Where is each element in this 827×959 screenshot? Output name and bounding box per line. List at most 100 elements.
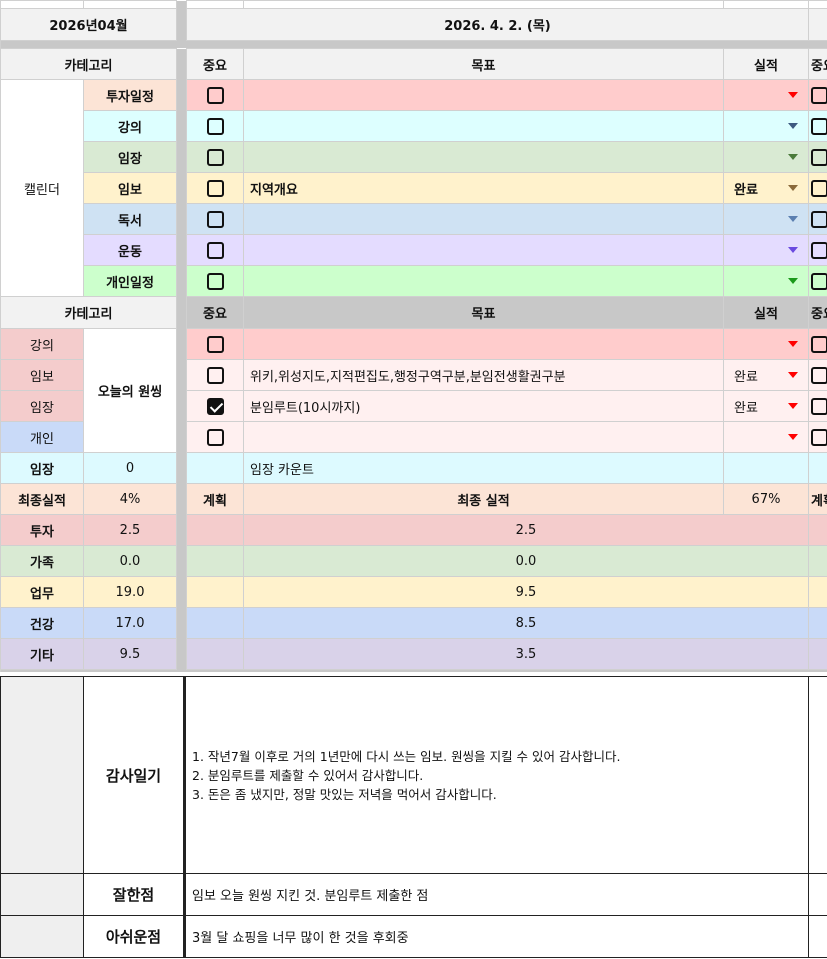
goal-input[interactable]	[243, 421, 724, 453]
onething-group-label: 오늘의 원씽	[83, 328, 177, 453]
next-checkbox[interactable]	[808, 390, 827, 422]
checkbox-icon[interactable]	[811, 210, 827, 228]
importance-checkbox[interactable]	[186, 141, 244, 173]
checkbox-icon[interactable]	[206, 179, 224, 197]
goal-input[interactable]	[243, 110, 724, 142]
goal-input[interactable]	[243, 265, 724, 297]
goal-input[interactable]	[243, 328, 724, 360]
empty-cell	[243, 0, 724, 9]
result-dropdown[interactable]: 완료	[723, 390, 809, 422]
next-checkbox[interactable]	[808, 265, 827, 297]
goal-input[interactable]: 지역개요	[243, 172, 724, 204]
empty-cell[interactable]	[808, 676, 827, 874]
checkbox-icon[interactable]	[811, 241, 827, 259]
result-dropdown[interactable]: 완료	[723, 172, 809, 204]
dropdown-arrow-icon[interactable]	[788, 154, 798, 160]
dropdown-arrow-icon[interactable]	[788, 247, 798, 253]
importance-checkbox[interactable]	[186, 390, 244, 422]
goal-header: 목표	[243, 296, 724, 329]
next-checkbox[interactable]	[808, 328, 827, 360]
checkbox-icon[interactable]	[811, 86, 827, 104]
importance-checkbox[interactable]	[186, 79, 244, 111]
dropdown-arrow-icon[interactable]	[788, 278, 798, 284]
checkbox-icon[interactable]	[206, 86, 224, 104]
importance-checkbox[interactable]	[186, 359, 244, 391]
result-dropdown[interactable]	[723, 265, 809, 297]
empty-cell	[808, 576, 827, 608]
next-checkbox[interactable]	[808, 141, 827, 173]
visit-goal[interactable]: 임장 카운트	[243, 452, 724, 484]
checkbox-icon[interactable]	[811, 272, 827, 290]
checkbox-icon[interactable]	[811, 428, 827, 446]
category-header: 카테고리	[0, 48, 177, 80]
score-final: 0.0	[243, 545, 809, 577]
checkbox-icon[interactable]	[206, 148, 224, 166]
result-dropdown[interactable]	[723, 141, 809, 173]
next-checkbox[interactable]	[808, 110, 827, 142]
checkbox-icon[interactable]	[206, 366, 224, 384]
dropdown-arrow-icon[interactable]	[788, 341, 798, 347]
next-checkbox[interactable]	[808, 359, 827, 391]
importance-checkbox[interactable]	[186, 328, 244, 360]
next-checkbox[interactable]	[808, 79, 827, 111]
checkbox-icon[interactable]	[206, 428, 224, 446]
category-label: 개인	[0, 421, 84, 453]
empty-cell[interactable]	[808, 873, 827, 916]
next-checkbox[interactable]	[808, 234, 827, 266]
result-dropdown[interactable]	[723, 79, 809, 111]
dropdown-arrow-icon[interactable]	[788, 185, 798, 191]
next-checkbox[interactable]	[808, 421, 827, 453]
dropdown-arrow-icon[interactable]	[788, 403, 798, 409]
next-checkbox[interactable]	[808, 172, 827, 204]
goal-input[interactable]: 위키,위성지도,지적편집도,행정구역구분,분임전생활권구분	[243, 359, 724, 391]
checkbox-icon[interactable]	[206, 117, 224, 135]
goal-input[interactable]	[243, 203, 724, 235]
checkbox-icon[interactable]	[811, 366, 827, 384]
result-dropdown[interactable]	[723, 110, 809, 142]
checkbox-icon[interactable]	[811, 397, 827, 415]
importance-checkbox[interactable]	[186, 172, 244, 204]
goal-input[interactable]	[243, 234, 724, 266]
empty-cell	[176, 0, 187, 9]
gratitude-text-cell[interactable]: 1. 작년7월 이후로 거의 1년만에 다시 쓰는 임보. 원씽을 지킬 수 있…	[183, 676, 809, 874]
goal-input[interactable]	[243, 79, 724, 111]
result-dropdown[interactable]	[723, 421, 809, 453]
checked-checkbox-icon[interactable]	[206, 397, 224, 415]
dropdown-arrow-icon[interactable]	[788, 92, 798, 98]
dropdown-arrow-icon[interactable]	[788, 434, 798, 440]
checkbox-icon[interactable]	[811, 335, 827, 353]
dropdown-arrow-icon[interactable]	[788, 372, 798, 378]
goal-input[interactable]: 분임루트(10시까지)	[243, 390, 724, 422]
importance-checkbox[interactable]	[186, 110, 244, 142]
importance-checkbox[interactable]	[186, 421, 244, 453]
checkbox-icon[interactable]	[206, 210, 224, 228]
importance-checkbox[interactable]	[186, 234, 244, 266]
result-dropdown[interactable]	[723, 234, 809, 266]
checkbox-icon[interactable]	[206, 272, 224, 290]
importance-checkbox[interactable]	[186, 265, 244, 297]
onething-header-row: 카테고리중요목표실적중요	[0, 296, 827, 329]
separator-row	[0, 40, 827, 49]
checkbox-icon[interactable]	[811, 117, 827, 135]
dropdown-arrow-icon[interactable]	[788, 216, 798, 222]
result-dropdown[interactable]	[723, 328, 809, 360]
importance-header-next: 중요	[808, 48, 827, 80]
checkbox-icon[interactable]	[811, 148, 827, 166]
result-value: 완료	[734, 400, 758, 416]
score-label: 기타	[0, 638, 84, 670]
importance-checkbox[interactable]	[186, 203, 244, 235]
checkbox-icon[interactable]	[206, 335, 224, 353]
result-dropdown[interactable]	[723, 203, 809, 235]
separator	[176, 514, 187, 546]
result-dropdown[interactable]: 완료	[723, 359, 809, 391]
calendar-header-row: 카테고리중요목표실적중요	[0, 48, 827, 80]
checkbox-icon[interactable]	[811, 179, 827, 197]
dropdown-arrow-icon[interactable]	[788, 123, 798, 129]
good-points-text[interactable]: 임보 오늘 원씽 지킨 것. 분임루트 제출한 점	[183, 873, 809, 916]
next-checkbox[interactable]	[808, 203, 827, 235]
separator	[0, 40, 827, 49]
checkbox-icon[interactable]	[206, 241, 224, 259]
regret-text[interactable]: 3월 달 쇼핑을 너무 많이 한 것을 후회중	[183, 915, 809, 958]
empty-cell[interactable]	[808, 915, 827, 958]
goal-input[interactable]	[243, 141, 724, 173]
